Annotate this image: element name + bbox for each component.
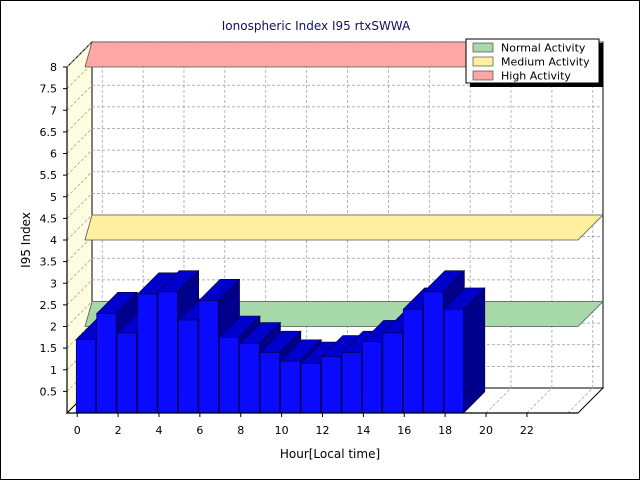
legend-swatch-normal: [472, 42, 494, 53]
x-tick-label: 4: [155, 424, 162, 437]
bar: [402, 308, 424, 414]
y-tick-label: 5: [50, 191, 57, 204]
gridline-left-wall: [66, 193, 93, 219]
y-tick-label: 1.5: [40, 342, 58, 355]
x-tick-label: 20: [479, 424, 493, 437]
y-tick-label: 5.5: [40, 169, 58, 182]
bar: [178, 319, 199, 414]
y-tick-label: 3.5: [40, 256, 58, 269]
y-tick-label: 7.5: [40, 83, 58, 96]
bar: [443, 308, 464, 414]
x-tick-label: 12: [316, 424, 330, 437]
gridline-left-wall: [66, 106, 93, 133]
bar: [116, 332, 137, 414]
gridline-left-wall: [66, 236, 93, 262]
y-tick-label: 6: [50, 148, 57, 161]
chart-title: Ionospheric Index I95 rtxSWWA: [222, 19, 411, 33]
legend: Normal Activity Medium Activity High Act…: [465, 38, 603, 87]
x-tick-label: 16: [397, 424, 411, 437]
x-tick-label: 8: [237, 424, 244, 437]
bar: [239, 343, 260, 414]
bar-side: [463, 287, 486, 414]
legend-label-medium: Medium Activity: [501, 56, 590, 69]
legend-swatch-high: [472, 70, 494, 81]
y-tick-label: 7: [50, 104, 57, 117]
bar: [198, 300, 219, 414]
y-tick-label: 3: [50, 277, 57, 290]
bar: [382, 332, 403, 414]
x-tick-label: 10: [275, 424, 289, 437]
x-axis-label: Hour[Local time]: [280, 447, 380, 461]
y-axis-label: I95 Index: [19, 212, 33, 268]
y-tick-label: 0.5: [40, 385, 58, 398]
x-tick-label: 6: [196, 424, 203, 437]
bar: [137, 293, 158, 414]
gridline-left-wall: [66, 171, 93, 197]
gridline-left-wall: [66, 279, 93, 306]
x-tick-label: 14: [356, 424, 370, 437]
legend-label-normal: Normal Activity: [501, 42, 586, 55]
legend-swatch-medium: [472, 56, 494, 67]
bar: [362, 341, 383, 414]
gridline-floor: [485, 387, 512, 414]
gridline-left-wall: [66, 322, 93, 349]
gridline-left-wall: [66, 149, 93, 176]
x-tick-label: 22: [520, 424, 534, 437]
bar: [300, 362, 321, 414]
x-tick-label: 2: [115, 424, 122, 437]
x-tick-label: 0: [74, 424, 81, 437]
bar: [259, 352, 280, 414]
bar: [96, 313, 117, 414]
gridline-floor: [567, 387, 594, 414]
gridline-left-wall: [66, 41, 93, 68]
bar: [75, 339, 96, 414]
gridline-floor: [526, 387, 553, 414]
legend-label-high: High Activity: [501, 70, 571, 83]
band-medium-activity: [84, 214, 604, 241]
bar: [157, 291, 178, 414]
y-tick-label: 2: [50, 321, 57, 334]
bar: [280, 360, 301, 414]
bar: [321, 356, 342, 414]
plot-area: 0.5 1 1.5 2 2.5 3 3.5 4 4.5 5 5.5 6 6.5 7 7.5 8 0 2 4 6 8 10 1…: [40, 40, 605, 437]
y-tick-label: 4: [50, 234, 57, 247]
gridline-left-wall: [66, 258, 93, 284]
x-tick-label: 18: [438, 424, 452, 437]
bar: [341, 352, 362, 414]
gridline-left-wall: [66, 128, 93, 154]
y-tick-label: 8: [50, 61, 57, 74]
gridline-left-wall: [66, 85, 93, 111]
bar: [219, 337, 240, 414]
y-tick-label: 6.5: [40, 126, 58, 139]
gridline-left-wall: [66, 301, 93, 327]
y-tick-label: 4.5: [40, 212, 58, 225]
y-tick-label: 2.5: [40, 299, 58, 312]
gridline-left-wall: [66, 63, 93, 89]
y-tick-label: 1: [50, 364, 57, 377]
gridline-left-wall: [66, 214, 93, 241]
bar: [423, 291, 444, 414]
